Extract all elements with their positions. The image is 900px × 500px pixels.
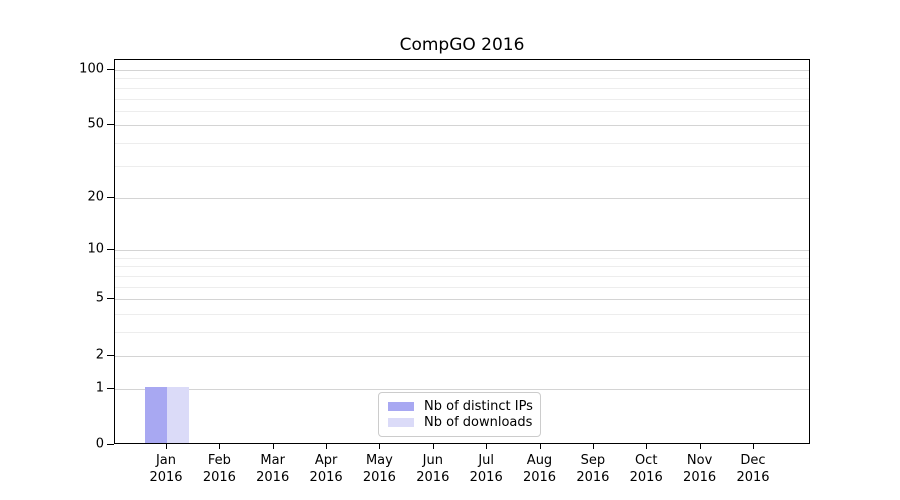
legend-label: Nb of distinct IPs: [424, 399, 533, 414]
y-major-gridline: [115, 250, 809, 252]
x-tick-mark: [646, 444, 648, 449]
y-minor-gridline: [115, 286, 809, 288]
x-tick-month: Mar: [260, 453, 285, 468]
y-minor-gridline: [115, 257, 809, 259]
y-major-gridline: [115, 355, 809, 357]
legend-item: Nb of downloads: [388, 415, 533, 430]
y-axis-tick-label: 2: [95, 347, 104, 363]
legend-item: Nb of distinct IPs: [388, 399, 533, 414]
x-tick-mark: [486, 444, 488, 449]
x-tick-mark: [592, 444, 594, 449]
x-tick-year: 2016: [629, 470, 663, 485]
bar-distinct-ips: [145, 386, 167, 443]
y-axis-tick-label: 0: [95, 436, 104, 452]
legend: Nb of distinct IPs Nb of downloads: [378, 392, 541, 437]
y-axis-tick-label: 1: [95, 380, 104, 396]
x-tick-month: Aug: [526, 453, 553, 468]
x-tick-year: 2016: [202, 470, 236, 485]
legend-swatch: [388, 418, 414, 427]
x-tick-year: 2016: [256, 470, 290, 485]
x-tick-mark: [379, 444, 381, 449]
x-tick-month: Jun: [422, 453, 443, 468]
x-axis-tick-label: Sep 2016: [576, 452, 609, 486]
x-tick-mark: [699, 444, 701, 449]
x-axis-tick-label: Aug 2016: [523, 452, 556, 486]
y-minor-gridline: [115, 332, 809, 334]
x-tick-year: 2016: [576, 470, 610, 485]
x-tick-month: Feb: [207, 453, 231, 468]
y-axis-tick-label: 10: [87, 241, 104, 257]
x-tick-mark: [166, 444, 167, 449]
x-tick-month: Jan: [155, 453, 177, 468]
y-tick-mark: [107, 298, 114, 300]
legend-swatch: [388, 402, 414, 411]
y-axis-tick-label: 20: [87, 189, 104, 204]
plot-area: [114, 59, 810, 444]
x-tick-month: May: [365, 453, 393, 468]
x-tick-year: 2016: [309, 470, 343, 485]
y-major-gridline: [115, 69, 809, 71]
x-axis-tick-label: Jul 2016: [470, 452, 503, 486]
chart-title: CompGO 2016: [399, 35, 525, 55]
y-minor-gridline: [115, 110, 809, 112]
x-tick-year: 2016: [362, 470, 396, 485]
y-major-gridline: [115, 388, 809, 390]
x-axis-tick-label: Feb 2016: [203, 452, 236, 486]
x-tick-year: 2016: [522, 470, 557, 485]
y-tick-mark: [107, 124, 114, 126]
y-minor-gridline: [115, 165, 809, 167]
y-minor-gridline: [115, 87, 809, 89]
x-axis-tick-label: Jun 2016: [416, 452, 449, 486]
x-axis-tick-label: Jan 2016: [149, 452, 182, 486]
x-axis-tick-label: May 2016: [363, 452, 396, 486]
legend-label: Nb of downloads: [424, 415, 533, 430]
x-axis-tick-label: Dec 2016: [736, 452, 769, 486]
y-axis-tick-label: 50: [87, 116, 104, 132]
x-tick-month: Apr: [314, 453, 338, 468]
x-tick-year: 2016: [736, 470, 770, 485]
x-tick-mark: [753, 444, 754, 449]
y-tick-mark: [107, 249, 114, 251]
x-tick-month: Oct: [634, 453, 658, 468]
x-tick-month: Jul: [478, 453, 495, 468]
y-axis-tick-label: 100: [79, 61, 104, 77]
y-major-gridline: [115, 299, 809, 301]
y-major-gridline: [115, 125, 809, 127]
x-tick-year: 2016: [149, 470, 183, 485]
x-tick-mark: [432, 444, 434, 449]
x-axis-tick-label: Apr 2016: [310, 452, 343, 486]
y-tick-mark: [107, 196, 114, 198]
y-tick-mark: [107, 387, 114, 389]
x-tick-month: Sep: [580, 453, 606, 468]
y-minor-gridline: [115, 266, 809, 268]
x-tick-year: 2016: [469, 470, 503, 485]
x-tick-year: 2016: [416, 470, 450, 485]
y-tick-mark: [107, 68, 114, 70]
x-tick-month: Nov: [686, 453, 713, 468]
x-axis-tick-label: Mar 2016: [256, 452, 289, 486]
x-axis-tick-label: Oct 2016: [630, 452, 663, 486]
x-tick-month: Dec: [740, 453, 766, 468]
x-tick-mark: [539, 444, 541, 449]
x-axis-tick-label: Nov 2016: [683, 452, 716, 486]
y-tick-mark: [107, 354, 114, 356]
y-tick-mark: [107, 444, 114, 445]
y-minor-gridline: [115, 276, 809, 277]
y-major-gridline: [115, 197, 809, 199]
y-minor-gridline: [115, 314, 809, 316]
x-tick-year: 2016: [683, 470, 717, 485]
x-tick-mark: [326, 444, 328, 449]
y-minor-gridline: [115, 98, 809, 100]
bar-downloads: [167, 386, 189, 443]
x-tick-mark: [219, 444, 221, 449]
x-tick-mark: [272, 444, 274, 449]
y-minor-gridline: [115, 78, 809, 80]
y-minor-gridline: [115, 143, 809, 145]
y-axis-tick-label: 5: [95, 290, 104, 306]
